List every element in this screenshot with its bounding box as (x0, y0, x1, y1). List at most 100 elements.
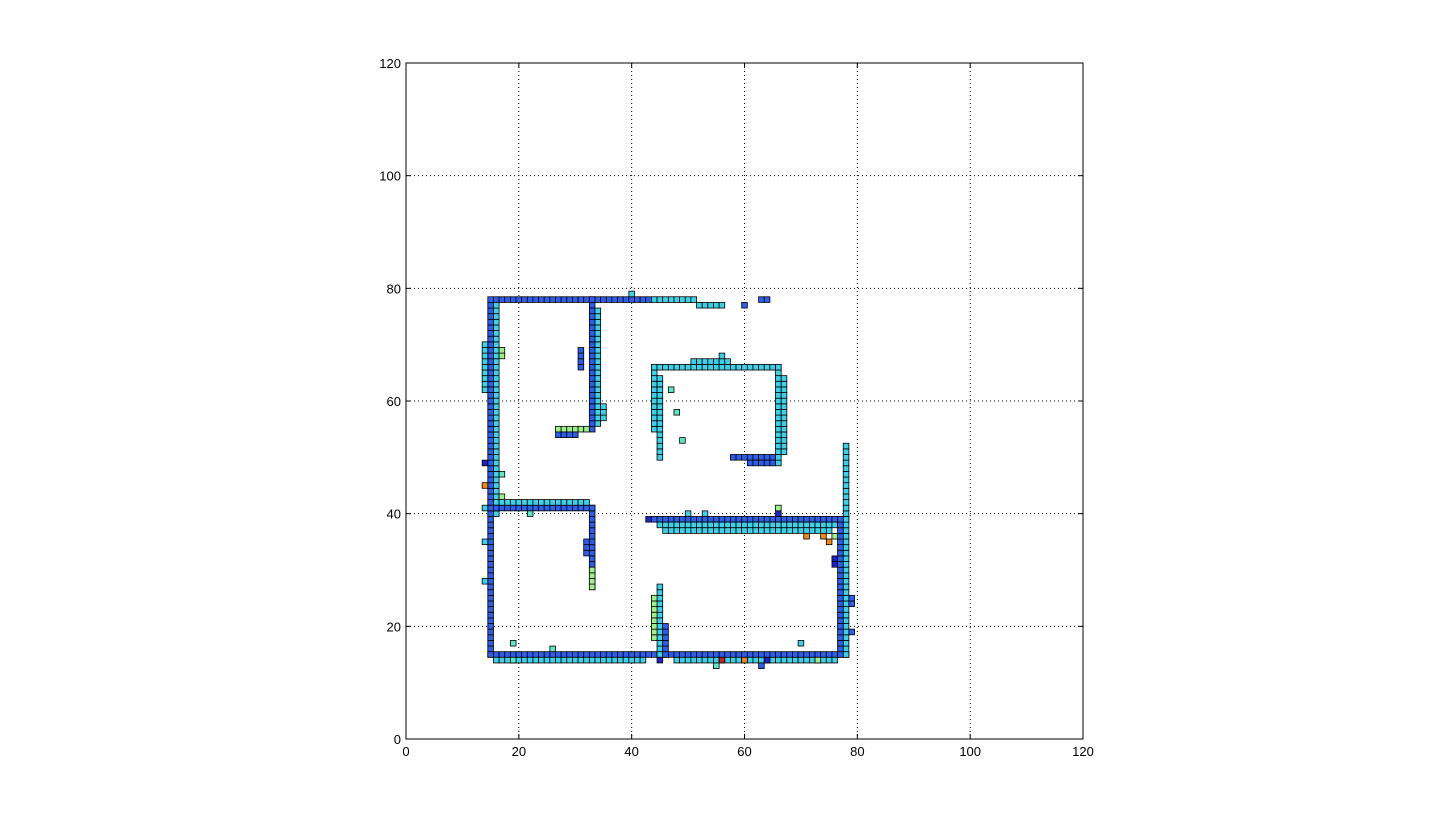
heatmap-cell (560, 499, 568, 506)
heatmap-cell (487, 527, 494, 534)
plot-area-frame (405, 62, 1084, 740)
heatmap-cell (487, 459, 494, 467)
heatmap-cell (713, 662, 720, 669)
heatmap-cell (594, 375, 602, 382)
heatmap-cell (701, 510, 709, 517)
heatmap-cell (577, 425, 585, 433)
heatmap-cell (487, 583, 494, 591)
heatmap-cell (487, 448, 494, 455)
heatmap-cell (555, 296, 562, 303)
heatmap-cell (842, 634, 850, 641)
heatmap-cell (555, 651, 562, 658)
heatmap-cell (594, 403, 602, 410)
heatmap-cell (481, 386, 489, 393)
heatmap-cell (763, 656, 771, 664)
heatmap-cell (588, 561, 596, 568)
heatmap-cell (538, 656, 545, 664)
heatmap-cell (487, 347, 494, 354)
heatmap-cell (600, 651, 607, 658)
heatmap-cell (667, 651, 675, 658)
heatmap-cell (555, 431, 562, 439)
heatmap-cell (842, 611, 850, 619)
heatmap-cell (684, 296, 692, 303)
heatmap-cell (549, 656, 556, 664)
heatmap-cell (696, 302, 703, 309)
heatmap-cell (651, 397, 658, 405)
heatmap-cell (521, 296, 528, 303)
heatmap-cell (487, 516, 494, 523)
heatmap-cell (481, 504, 489, 512)
heatmap-cell (560, 656, 568, 664)
heatmap-cell (775, 392, 782, 399)
heatmap-cell (684, 510, 692, 517)
heatmap-cell (493, 380, 500, 388)
heatmap-cell (549, 651, 556, 658)
heatmap-cell (594, 313, 602, 320)
heatmap-cell (498, 493, 506, 500)
heatmap-cell (758, 651, 765, 658)
heatmap-cell (639, 656, 647, 664)
heatmap-cell (543, 651, 551, 658)
heatmap-cell (594, 651, 602, 658)
heatmap-cell (487, 549, 494, 557)
heatmap-cell (662, 634, 669, 641)
heatmap-cell (538, 651, 545, 658)
heatmap-cell (713, 651, 720, 658)
heatmap-cell (837, 572, 844, 579)
heatmap-cell (797, 640, 805, 647)
heatmap-cell (684, 527, 692, 534)
heatmap-cell (493, 375, 500, 382)
heatmap-cell (656, 403, 664, 410)
heatmap-cell (487, 578, 494, 585)
heatmap-cell (775, 369, 782, 377)
heatmap-cell (651, 369, 658, 377)
heatmap-cell (588, 656, 596, 664)
heatmap-cell (588, 363, 596, 371)
heatmap-cell (651, 403, 658, 410)
heatmap-cell (515, 656, 523, 664)
heatmap-cell (831, 521, 838, 529)
heatmap-cell (679, 527, 686, 534)
heatmap-cell (588, 532, 596, 540)
heatmap-cell (724, 521, 731, 529)
heatmap-cell (481, 358, 489, 365)
heatmap-cell (487, 628, 494, 636)
heatmap-cell (831, 561, 838, 568)
heatmap-cell (775, 386, 782, 393)
heatmap-cell (837, 516, 844, 523)
heatmap-cell (718, 352, 726, 360)
heatmap-cell (775, 425, 782, 433)
heatmap-cell (656, 628, 664, 636)
x-tick-label: 0 (402, 744, 409, 759)
heatmap-cell (780, 380, 788, 388)
heatmap-cell (769, 527, 776, 534)
heatmap-cell (588, 538, 596, 546)
heatmap-cell (549, 499, 556, 506)
y-tick-label: 20 (387, 619, 401, 634)
heatmap-cell (792, 651, 799, 658)
heatmap-cell (656, 640, 664, 647)
heatmap-cell (493, 341, 500, 348)
heatmap-cell (651, 628, 658, 636)
heatmap-cell (600, 409, 607, 416)
heatmap-cell (696, 363, 703, 371)
heatmap-cell (566, 504, 573, 512)
heatmap-cell (713, 516, 720, 523)
heatmap-cell (594, 369, 602, 377)
heatmap-cell (662, 527, 669, 534)
heatmap-cell (555, 504, 562, 512)
heatmap-cell (611, 656, 618, 664)
heatmap-cell (594, 358, 602, 365)
heatmap-cell (566, 499, 573, 506)
heatmap-cell (673, 527, 681, 534)
heatmap-cell (628, 651, 635, 658)
heatmap-cell (583, 499, 590, 506)
heatmap-cell (651, 414, 658, 422)
heatmap-cell (724, 651, 731, 658)
heatmap-cell (780, 403, 788, 410)
heatmap-cell (515, 651, 523, 658)
heatmap-cell (594, 397, 602, 405)
heatmap-cell (526, 296, 534, 303)
heatmap-cell (820, 656, 827, 664)
heatmap-cell (718, 651, 726, 658)
